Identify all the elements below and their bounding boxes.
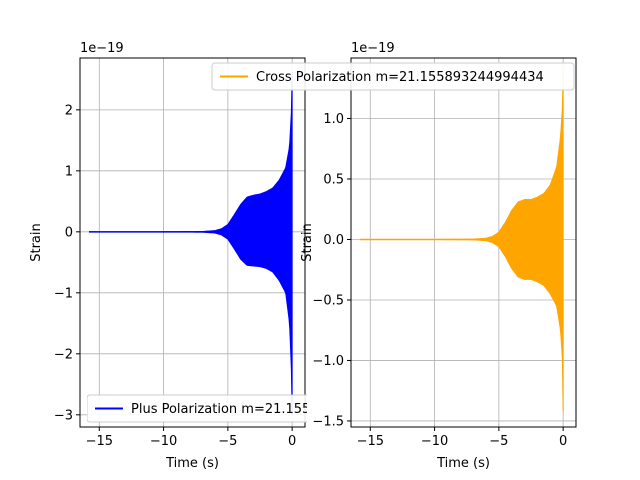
plot-area [89, 73, 293, 415]
x-tick-label: −15 [357, 434, 384, 449]
y-tick-label: 1.0 [323, 112, 344, 127]
y-tick-label: −3 [54, 408, 73, 423]
legend-label: Plus Polarization m=21.155893244994434 [131, 402, 410, 417]
x-tick-label: −10 [421, 434, 448, 449]
y-tick-label: 1 [65, 164, 73, 179]
x-axis-label: Time (s) [436, 456, 490, 471]
subplot-2: −15 −10 −5 0 −1.5 −1.0 −0.5 0.0 0.5 1.0 1e−19 Time … [300, 41, 577, 471]
x-tick-label: −5 [489, 434, 508, 449]
plot-area [360, 70, 564, 412]
y-tick-label: 0.5 [323, 172, 344, 187]
y-tick-label: 0.0 [323, 233, 344, 248]
axes-frame [350, 57, 577, 428]
y-tick-label: 0 [65, 225, 73, 240]
legend-label: Cross Polarization m=21.155893244994434 [256, 70, 544, 85]
legend-box [211, 62, 575, 91]
y-offset-text: 1e−19 [351, 41, 395, 56]
legend-2: Cross Polarization m=21.155893244994434 [211, 62, 575, 91]
axes-frame [79, 57, 306, 428]
y-axis-label: Strain [29, 223, 44, 262]
y-tick-label: 2 [65, 103, 73, 118]
y-tick-label: −0.5 [312, 293, 344, 308]
x-tick-label: −5 [218, 434, 237, 449]
y-offset-text: 1e−19 [80, 41, 124, 56]
legend-1: Plus Polarization m=21.155893244994434 [87, 394, 410, 423]
x-axis-label: Time (s) [165, 456, 219, 471]
y-tick-label: −2 [54, 347, 73, 362]
x-tick-label: −15 [86, 434, 113, 449]
y-axis-label: Strain [300, 223, 315, 262]
legend-box [87, 394, 307, 423]
x-tick-label: −10 [150, 434, 177, 449]
y-tick-label: −1.0 [312, 354, 344, 369]
x-tick-label: 0 [288, 434, 296, 449]
series-envelope [89, 73, 293, 415]
y-tick-label: −1 [54, 286, 73, 301]
x-tick-label: 0 [559, 434, 567, 449]
y-tick-label: −1.5 [312, 414, 344, 429]
